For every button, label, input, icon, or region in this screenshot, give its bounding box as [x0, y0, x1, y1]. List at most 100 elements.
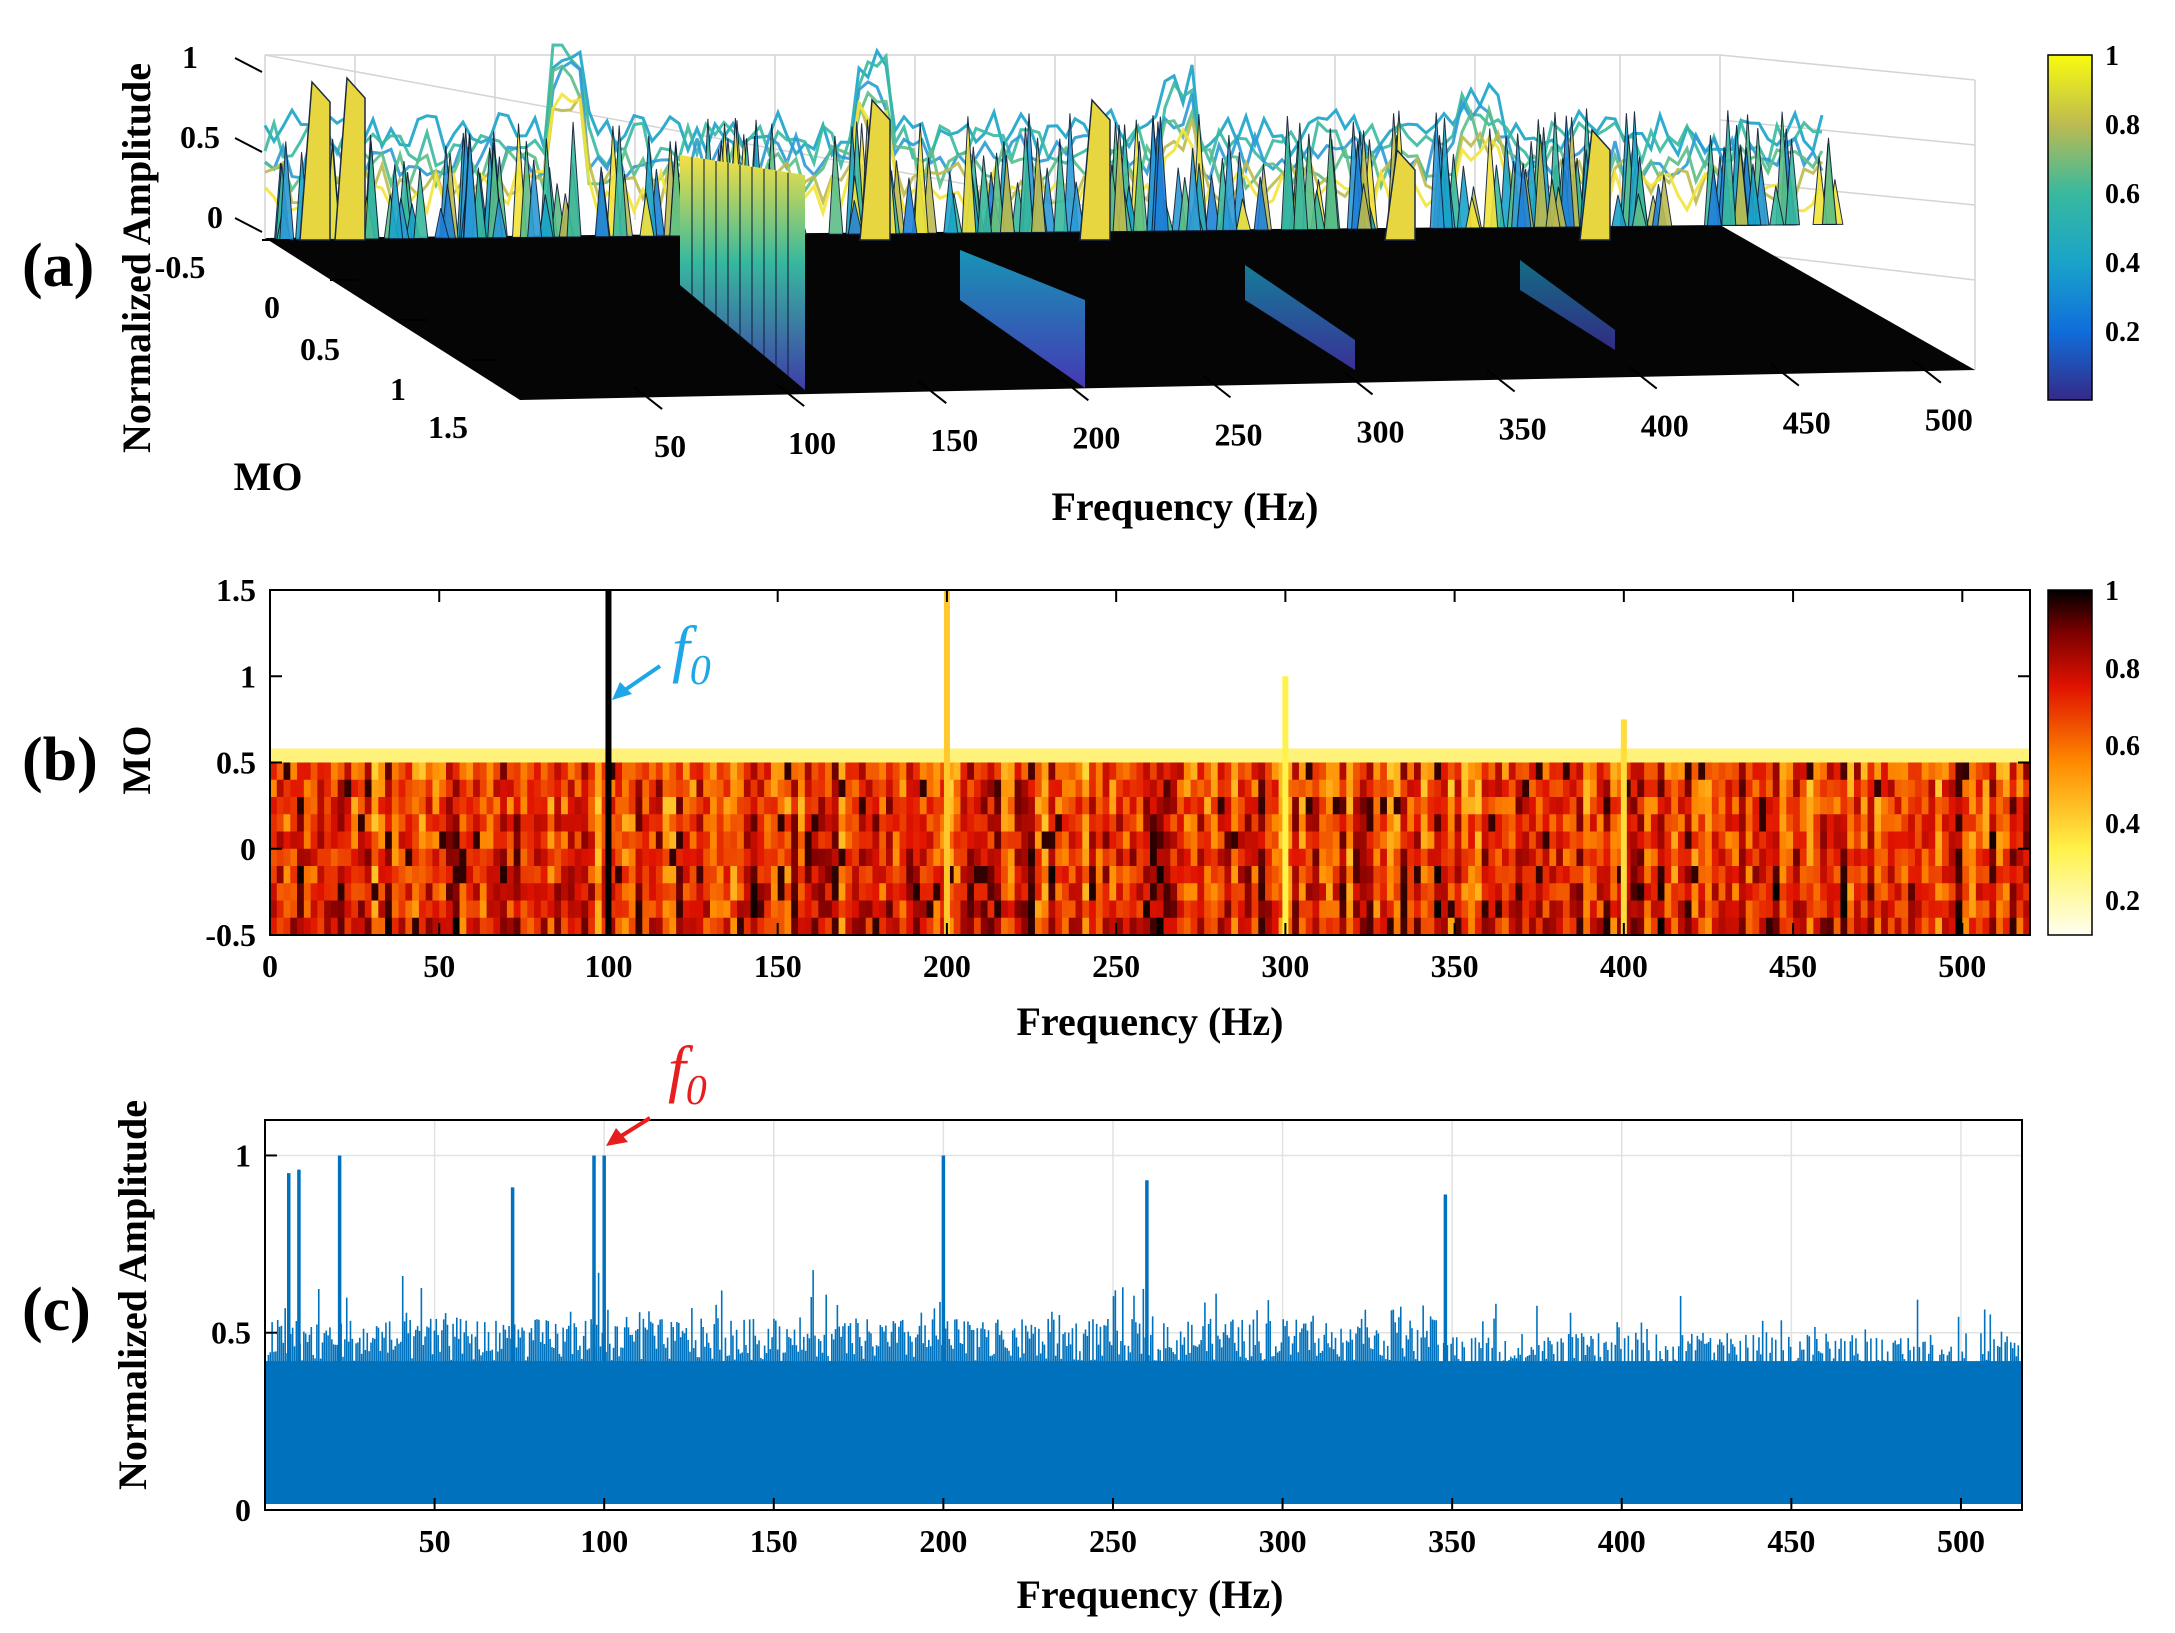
- heatmap-cell: [743, 814, 752, 833]
- heatmap-cell: [324, 917, 332, 936]
- heatmap-cell: [567, 831, 576, 850]
- heatmap-cell: [716, 762, 725, 781]
- heatmap-cell: [1326, 762, 1334, 781]
- heatmap-cell: [601, 917, 610, 936]
- heatmap-cell: [1163, 814, 1171, 833]
- heatmap-cell: [1048, 866, 1056, 884]
- heatmap-cell: [473, 866, 481, 884]
- heatmap-cell: [1908, 831, 1916, 850]
- heatmap-cell: [1461, 762, 1469, 781]
- heatmap-cell: [906, 900, 914, 919]
- x-tick-label: 400: [1641, 408, 1689, 444]
- heatmap-cell: [919, 831, 928, 850]
- heatmap-cell: [1840, 779, 1848, 798]
- heatmap-cell: [649, 866, 657, 884]
- heatmap-cell: [581, 797, 589, 815]
- heatmap-cell: [588, 797, 596, 815]
- heatmap-cell: [1197, 779, 1205, 798]
- heatmap-cell: [1671, 779, 1679, 798]
- heatmap-cell: [1265, 883, 1273, 902]
- heatmap-cell: [615, 883, 623, 902]
- heatmap-cell: [791, 814, 799, 833]
- heatmap-cell: [1197, 866, 1205, 884]
- heatmap-cell: [412, 883, 420, 902]
- heatmap-cell: [1617, 831, 1625, 850]
- heatmap-cell: [1224, 797, 1232, 815]
- heatmap-cell: [1529, 797, 1537, 815]
- heatmap-cell: [290, 814, 298, 833]
- heatmap-cell: [1346, 814, 1354, 833]
- heatmap-cell: [1901, 762, 1909, 781]
- heatmap-cell: [1752, 883, 1760, 902]
- heatmap-cell: [1170, 797, 1178, 815]
- heatmap-cell: [297, 779, 305, 798]
- heatmap-cell: [1867, 848, 1875, 867]
- heatmap-cell: [1062, 779, 1070, 798]
- heatmap-cell: [1163, 883, 1171, 902]
- heatmap-cell: [1129, 900, 1138, 919]
- heatmap-cell: [351, 866, 359, 884]
- heatmap-cell: [689, 866, 698, 884]
- heatmap-cell: [1982, 866, 1990, 884]
- heatmap-cell: [1386, 797, 1395, 815]
- heatmap-cell: [364, 814, 373, 833]
- surface-peak: [463, 134, 479, 239]
- heatmap-cell: [852, 866, 860, 884]
- heatmap-cell: [1928, 831, 1936, 850]
- heatmap-cell: [852, 917, 860, 936]
- heatmap-cell: [933, 848, 941, 867]
- heatmap-cell: [561, 762, 569, 781]
- heatmap-cell: [588, 900, 596, 919]
- heatmap-cell: [486, 814, 494, 833]
- heatmap-cell: [1678, 762, 1686, 781]
- heatmap-cell: [1136, 900, 1144, 919]
- heatmap-cell: [1210, 814, 1219, 833]
- heatmap-cell: [1982, 848, 1990, 867]
- heatmap-cell: [1590, 883, 1598, 902]
- heatmap-cell: [1474, 797, 1483, 815]
- heatmap-cell: [1969, 831, 1977, 850]
- heatmap-cell: [696, 814, 704, 833]
- heatmap-cell: [1434, 917, 1442, 936]
- heatmap-cell: [689, 779, 698, 798]
- heatmap-cell: [845, 831, 853, 850]
- heatmap-cell: [324, 900, 332, 919]
- heatmap-cell: [1102, 814, 1110, 833]
- heatmap-cell: [710, 917, 718, 936]
- heatmap-cell: [1684, 866, 1693, 884]
- heatmap-cell: [1204, 797, 1212, 815]
- heatmap-cell: [628, 900, 637, 919]
- x-tick-label: 350: [1428, 1523, 1476, 1559]
- heatmap-cell: [1793, 866, 1801, 884]
- heatmap-spike-200hz: [943, 590, 950, 935]
- heatmap-cell: [1650, 900, 1659, 919]
- heatmap-cell: [1975, 866, 1984, 884]
- heatmap-cell: [1468, 917, 1476, 936]
- heatmap-cell: [622, 848, 630, 867]
- heatmap-cell: [317, 779, 325, 798]
- heatmap-cell: [825, 883, 833, 902]
- heatmap-cell: [310, 762, 318, 781]
- heatmap-cell: [933, 883, 941, 902]
- heatmap-cell: [669, 883, 677, 902]
- heatmap-cell: [1793, 762, 1801, 781]
- heatmap-cell: [1089, 866, 1097, 884]
- heatmap-cell: [737, 883, 745, 902]
- heatmap-cell: [1549, 762, 1557, 781]
- surface-peak: [828, 135, 844, 235]
- heatmap-cell: [1874, 797, 1882, 815]
- heatmap-cell: [689, 848, 698, 867]
- heatmap-cell: [1021, 900, 1029, 919]
- heatmap-cell: [1028, 814, 1036, 833]
- heatmap-cell: [649, 762, 657, 781]
- heatmap-cell: [831, 814, 840, 833]
- heatmap-cell: [1109, 848, 1117, 867]
- heatmap-cell: [506, 917, 515, 936]
- heatmap-cell: [1664, 814, 1672, 833]
- heatmap-cell: [1759, 917, 1767, 936]
- heatmap-cell: [635, 900, 643, 919]
- heatmap-cell: [858, 900, 867, 919]
- heatmap-cell: [1210, 762, 1219, 781]
- heatmap-cell: [798, 883, 806, 902]
- heatmap-cell: [371, 866, 379, 884]
